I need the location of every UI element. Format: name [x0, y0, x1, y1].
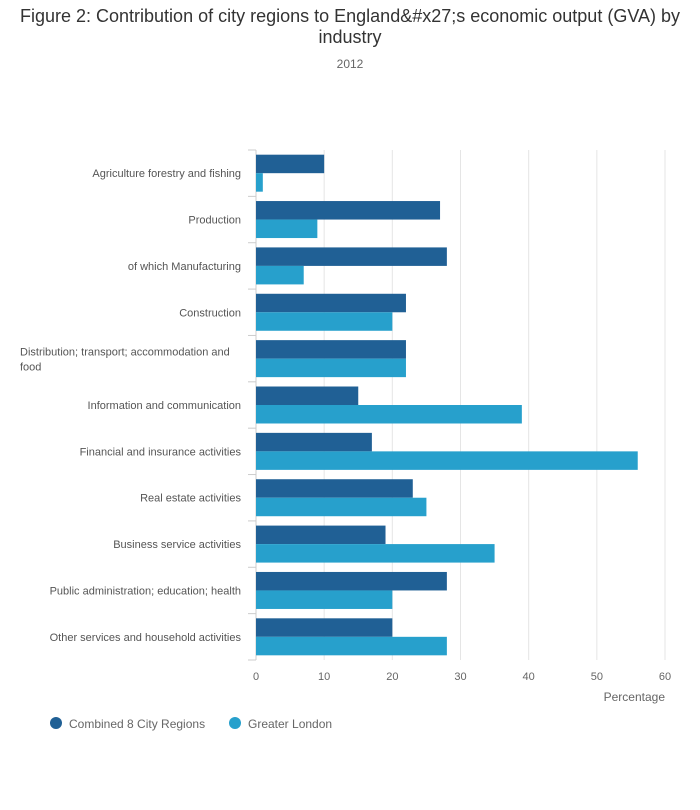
category-label: Agriculture forestry and fishing [92, 168, 241, 180]
bar-greater-london [256, 497, 427, 517]
bar-city-regions [256, 571, 447, 591]
x-tick-label: 0 [253, 671, 259, 683]
bar-city-regions [256, 479, 413, 498]
category-label: Other services and household activities [50, 632, 242, 644]
bar-city-regions [256, 432, 372, 452]
category-label: Business service activities [113, 539, 241, 551]
category-label: Financial and insurance activities [80, 446, 242, 458]
category-label: Real estate activities [140, 493, 241, 505]
bar-greater-london [256, 636, 447, 656]
x-tick-label: 30 [454, 671, 466, 683]
bar-city-regions [256, 293, 406, 313]
bar-greater-london [256, 265, 304, 285]
x-tick-label: 60 [659, 671, 671, 683]
category-label: Public administration; education; health [50, 585, 241, 597]
legend-marker [229, 717, 241, 729]
legend-label: Combined 8 City Regions [69, 717, 205, 731]
x-tick-label: 50 [591, 671, 603, 683]
bar-city-regions [256, 201, 441, 220]
bar-greater-london [256, 312, 393, 331]
bar-city-regions [256, 618, 393, 637]
bar-greater-london [256, 173, 263, 192]
bar-city-regions [256, 340, 406, 359]
legend-label: Greater London [248, 717, 332, 731]
bar-city-regions [256, 386, 359, 405]
x-tick-label: 20 [386, 671, 398, 683]
bar-city-regions [256, 247, 447, 266]
legend-item: Combined 8 City Regions [50, 717, 205, 731]
category-label: Production [188, 215, 241, 227]
x-tick-label: 10 [318, 671, 330, 683]
bar-greater-london [256, 405, 522, 424]
bar-city-regions [256, 154, 325, 174]
legend-item: Greater London [229, 717, 332, 731]
category-label: Distribution; transport; accommodation a… [20, 347, 230, 374]
bar-greater-london [256, 451, 638, 470]
category-label: of which Manufacturing [128, 261, 241, 273]
bar-greater-london [256, 219, 318, 239]
bar-city-regions [256, 525, 386, 545]
x-tick-label: 40 [523, 671, 535, 683]
chart-subtitle: 2012 [336, 57, 364, 71]
category-label: Information and communication [88, 400, 241, 412]
bar-greater-london [256, 544, 495, 563]
x-axis-label: Percentage [604, 690, 666, 704]
bar-greater-london [256, 590, 393, 609]
chart-title: Figure 2: Contribution of city regions t… [19, 6, 680, 47]
category-label: Construction [179, 307, 241, 319]
legend-marker [50, 717, 62, 729]
bar-greater-london [256, 358, 406, 378]
